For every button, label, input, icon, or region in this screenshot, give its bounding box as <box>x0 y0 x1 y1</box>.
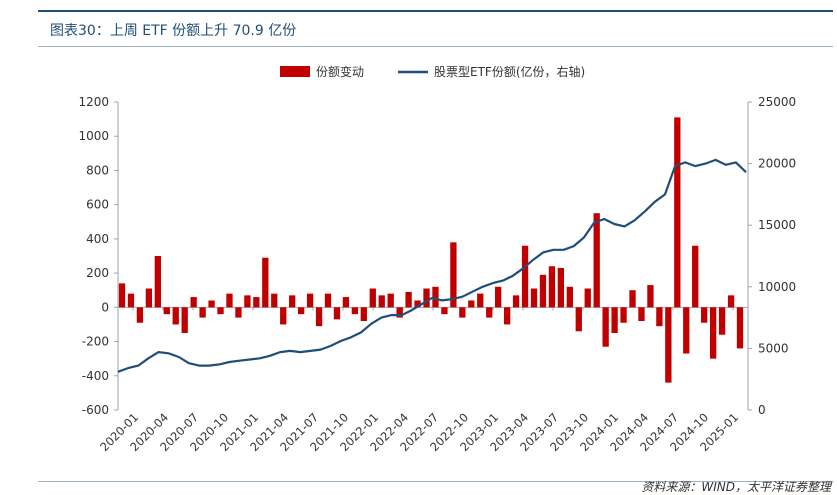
footer-divider <box>38 481 833 482</box>
share-change-bar <box>199 307 206 318</box>
share-change-bar <box>495 286 502 308</box>
left-tick-label: 600 <box>86 198 109 212</box>
etf-share-line <box>117 158 747 373</box>
share-change-bar <box>217 307 224 315</box>
share-change-bar <box>208 300 215 308</box>
left-tick-label: -200 <box>82 335 109 349</box>
share-change-bar <box>324 293 332 308</box>
share-change-bar <box>118 283 126 308</box>
share-change-bar <box>611 307 618 333</box>
right-tick-label: 15000 <box>758 218 796 232</box>
share-change-bar <box>468 300 475 308</box>
share-change-bar <box>736 307 744 349</box>
share-change-bar <box>280 307 287 325</box>
share-change-bar <box>432 286 439 308</box>
share-change-bar <box>584 288 591 308</box>
share-change-bar <box>530 288 538 308</box>
share-change-bar <box>136 307 144 323</box>
share-change-bar <box>414 300 421 308</box>
share-change-bar <box>172 307 179 325</box>
right-tick-label: 5000 <box>758 341 789 355</box>
legend-line-label: 股票型ETF份额(亿份，右轴) <box>434 64 585 79</box>
share-change-bar <box>351 307 359 315</box>
left-tick-label: -400 <box>82 369 109 383</box>
share-change-bar <box>333 307 341 320</box>
share-change-bar <box>656 307 663 327</box>
share-change-bar <box>638 307 645 322</box>
share-change-bar <box>602 307 609 347</box>
share-change-bar <box>190 297 197 308</box>
left-tick-label: 1000 <box>78 129 109 143</box>
right-tick-label: 0 <box>758 403 766 417</box>
share-change-bar <box>226 293 233 308</box>
left-tick-label: 400 <box>86 232 109 246</box>
share-change-bar <box>548 266 556 308</box>
share-change-bar <box>459 307 466 318</box>
share-change-bar <box>396 307 403 318</box>
share-change-bar <box>620 307 627 323</box>
share-change-bar <box>709 307 717 359</box>
share-change-bar <box>629 290 636 308</box>
share-change-bar <box>154 256 161 308</box>
share-change-bar <box>369 288 376 308</box>
share-change-bar <box>145 288 153 308</box>
share-change-bar <box>306 293 314 308</box>
left-tick-label: 0 <box>101 300 109 314</box>
right-tick-label: 10000 <box>758 280 796 294</box>
share-change-bar <box>405 291 412 308</box>
source-note: 资料来源：WIND，太平洋证券整理 <box>641 480 831 494</box>
share-change-bar <box>450 242 457 308</box>
share-change-bar <box>244 295 251 308</box>
share-change-bar <box>289 295 296 308</box>
share-change-bar <box>163 307 170 315</box>
share-change-bar <box>718 307 726 335</box>
share-change-bar <box>181 307 188 333</box>
share-change-bar <box>665 307 672 383</box>
share-change-bar <box>521 245 529 308</box>
share-change-bar <box>262 257 269 308</box>
legend-bar-label: 份额变动 <box>316 64 364 79</box>
share-change-bar <box>674 117 681 308</box>
share-change-bar <box>342 297 350 308</box>
share-change-bar <box>647 285 654 308</box>
share-change-bar <box>441 307 448 315</box>
left-tick-label: -600 <box>82 403 109 417</box>
share-change-bar <box>297 307 305 315</box>
share-change-bar <box>315 307 323 327</box>
right-tick-label: 25000 <box>758 95 796 109</box>
share-change-bar <box>512 295 520 308</box>
share-change-bar <box>566 286 573 308</box>
left-tick-label: 200 <box>86 266 109 280</box>
share-change-bar <box>387 293 394 308</box>
share-change-bar <box>423 288 430 308</box>
share-change-bar <box>557 267 565 308</box>
share-change-bar <box>378 295 385 308</box>
left-tick-label: 1200 <box>78 95 109 109</box>
share-change-bar <box>360 307 367 322</box>
left-tick-label: 800 <box>86 163 109 177</box>
share-change-bar <box>683 307 690 354</box>
page-title: 图表30：上周 ETF 份额上升 70.9 亿份 <box>50 23 297 39</box>
share-change-bar <box>235 307 242 318</box>
share-change-bar <box>539 274 547 308</box>
right-tick-label: 20000 <box>758 157 796 171</box>
share-change-bar <box>727 295 735 308</box>
share-change-bar <box>692 245 699 308</box>
share-change-bar <box>593 213 600 308</box>
share-change-bar <box>701 307 708 323</box>
share-change-bar <box>575 307 582 332</box>
share-change-bar <box>253 297 260 308</box>
legend-bar-swatch <box>280 66 310 77</box>
share-change-bar <box>486 307 493 318</box>
share-change-bar <box>477 293 484 308</box>
title-bar: 图表30：上周 ETF 份额上升 70.9 亿份 <box>38 10 833 47</box>
share-change-bar <box>503 307 511 325</box>
share-change-bar <box>127 293 135 308</box>
share-change-bar <box>271 293 278 308</box>
